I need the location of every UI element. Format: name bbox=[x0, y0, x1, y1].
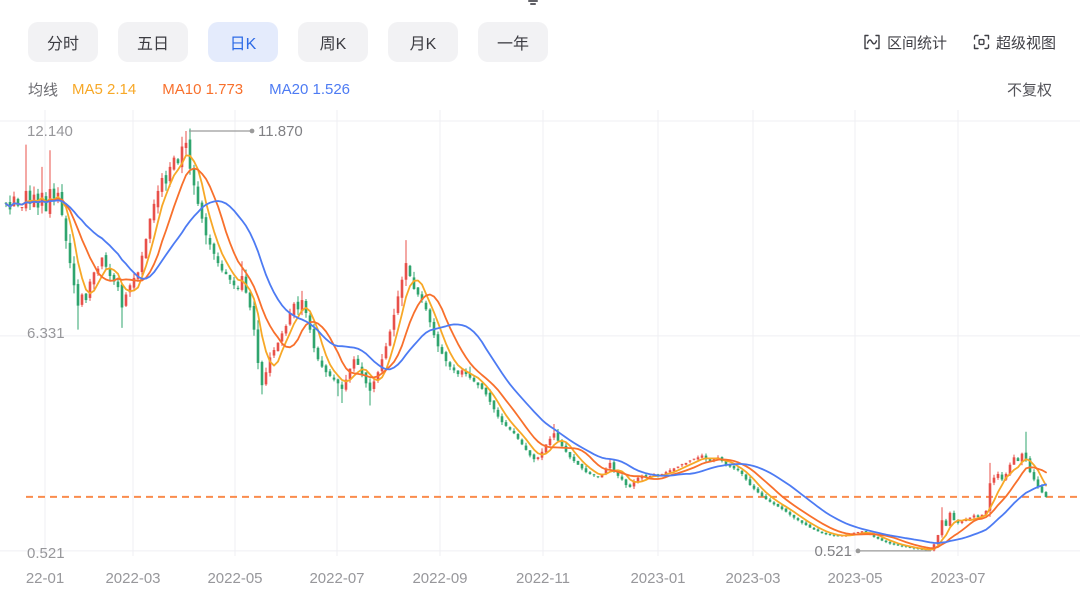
toolbar-tools: 区间统计 超级视图 bbox=[863, 32, 1056, 53]
truncated-title-fragment bbox=[527, 0, 539, 6]
svg-text:2022-05: 2022-05 bbox=[207, 570, 262, 587]
svg-text:2023-03: 2023-03 bbox=[725, 570, 780, 587]
svg-text:2023-05: 2023-05 bbox=[827, 570, 882, 587]
super-view-label: 超级视图 bbox=[995, 34, 1056, 52]
svg-text:2023-07: 2023-07 bbox=[930, 570, 985, 587]
tab-五日[interactable]: 五日 bbox=[118, 22, 188, 62]
adjustment-mode-label[interactable]: 不复权 bbox=[1006, 81, 1052, 99]
range-stats-label: 区间统计 bbox=[886, 34, 947, 52]
range-stats-button[interactable]: 区间统计 bbox=[863, 32, 947, 53]
tab-分时[interactable]: 分时 bbox=[28, 22, 98, 62]
super-view-button[interactable]: 超级视图 bbox=[973, 32, 1056, 53]
svg-text:2023-01: 2023-01 bbox=[630, 570, 685, 587]
svg-text:2022-11: 2022-11 bbox=[516, 570, 570, 587]
tab-周K[interactable]: 周K bbox=[298, 22, 368, 62]
tab-一年[interactable]: 一年 bbox=[478, 22, 548, 62]
tab-月K[interactable]: 月K bbox=[388, 22, 458, 62]
period-tabs: 分时 五日 日K 周K 月K 一年 bbox=[28, 22, 548, 62]
svg-text:2022-09: 2022-09 bbox=[412, 570, 467, 587]
toolbar: 分时 五日 日K 周K 月K 一年 区间统计 bbox=[28, 22, 1056, 62]
svg-text:0.521: 0.521 bbox=[27, 545, 65, 562]
ma-legend-items: MA5 2.14 MA10 1.773 MA20 1.526 bbox=[72, 81, 376, 98]
svg-text:11.870: 11.870 bbox=[258, 123, 303, 140]
svg-text:22-01: 22-01 bbox=[26, 570, 64, 587]
svg-text:2022-03: 2022-03 bbox=[105, 570, 160, 587]
range-stats-icon bbox=[863, 34, 881, 50]
svg-text:12.140: 12.140 bbox=[27, 123, 73, 140]
super-view-icon bbox=[973, 34, 990, 50]
svg-text:2022-07: 2022-07 bbox=[309, 570, 364, 587]
ma-legend-ma5: MA5 2.14 bbox=[72, 80, 137, 98]
tab-日K[interactable]: 日K bbox=[208, 22, 278, 62]
svg-text:6.331: 6.331 bbox=[27, 325, 65, 342]
ma-legend-title: 均线 bbox=[28, 81, 59, 99]
candlestick-chart[interactable]: 11.870 0.521 12.140 6.331 0.521 22-01 2022-03 2… bbox=[0, 110, 1080, 598]
svg-text:0.521: 0.521 bbox=[814, 543, 852, 560]
legend-bar: 均线 MA5 2.14 MA10 1.773 MA20 1.526 不复权 bbox=[28, 78, 1052, 100]
ma-legend-ma10: MA10 1.773 bbox=[162, 80, 244, 98]
ma-legend-ma20: MA20 1.526 bbox=[269, 80, 351, 98]
